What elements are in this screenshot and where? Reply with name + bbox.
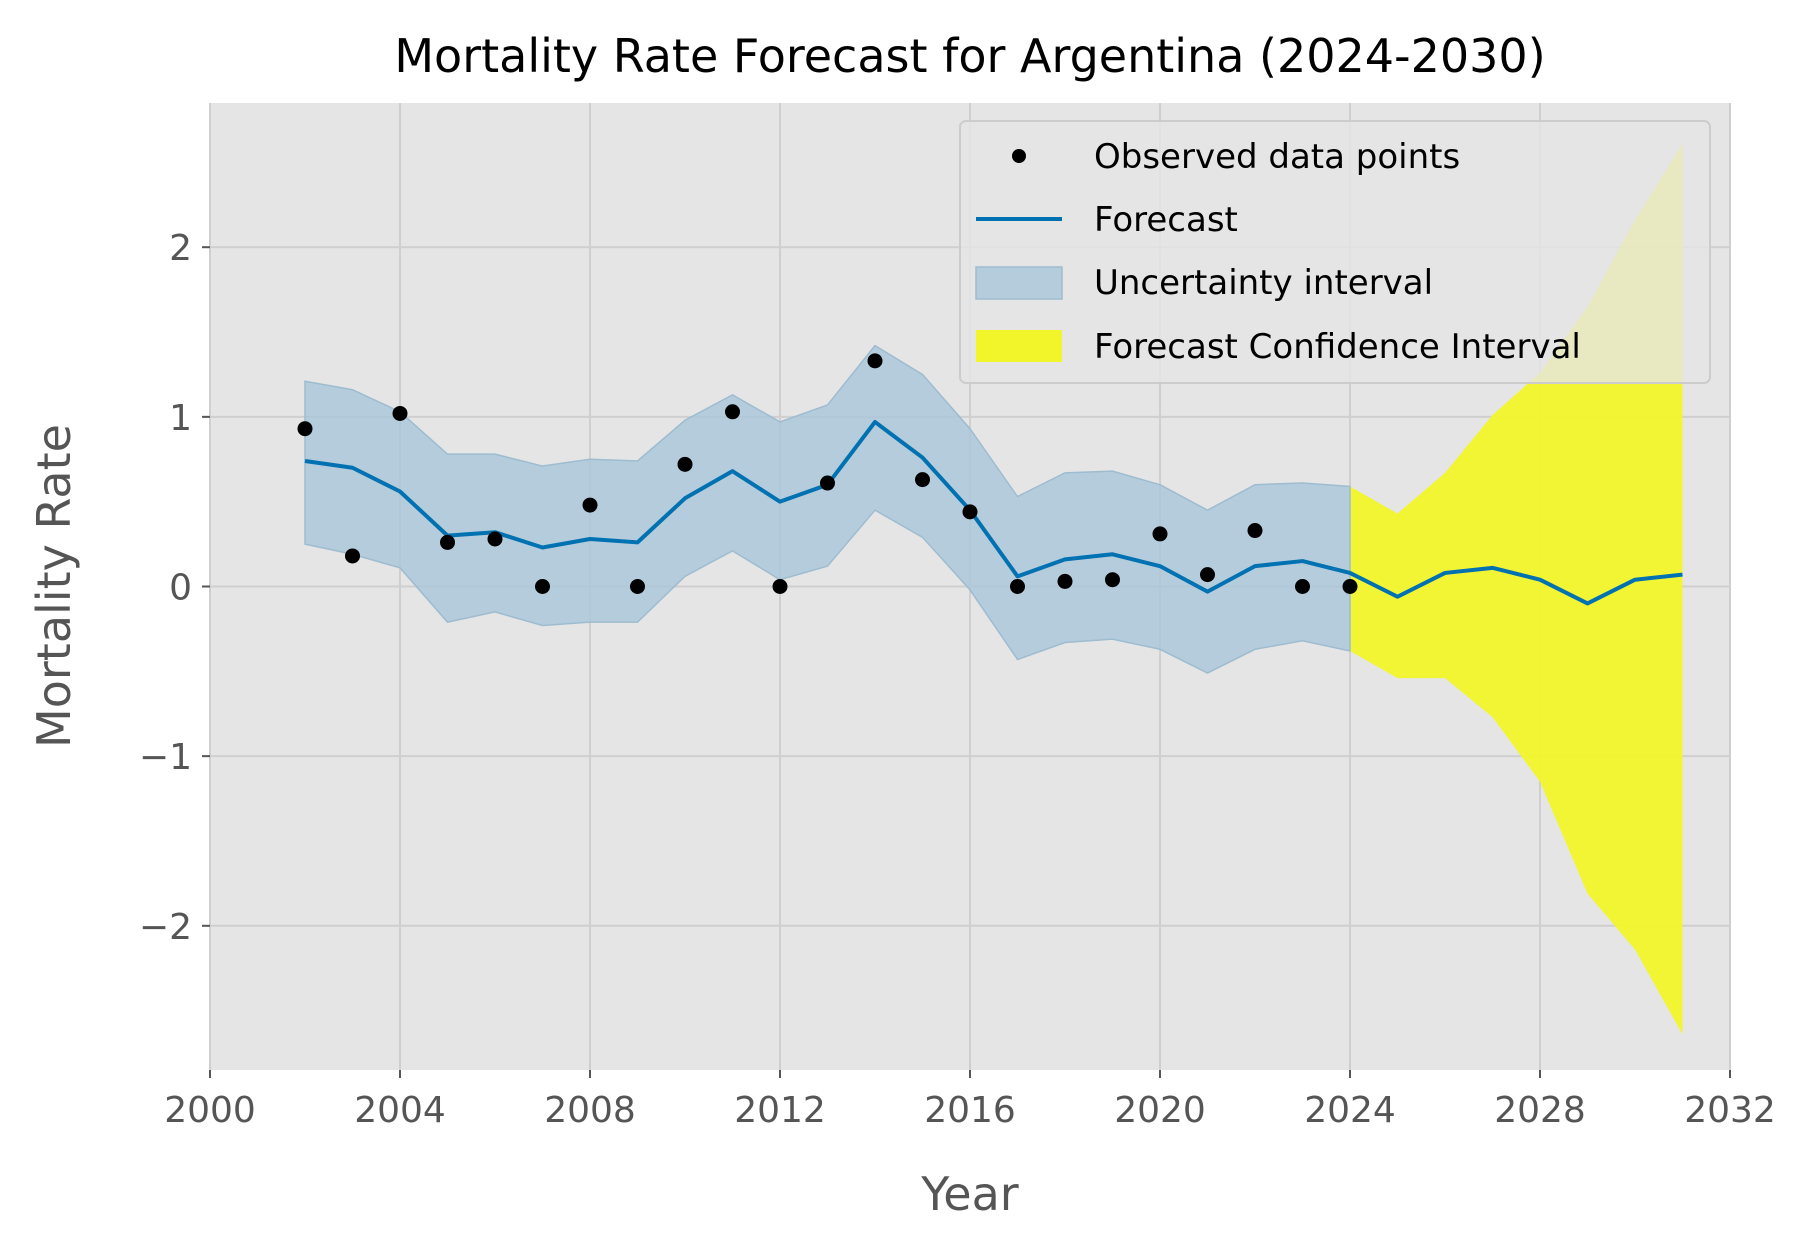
observed-point bbox=[677, 456, 693, 472]
observed-point bbox=[392, 405, 408, 421]
observed-point bbox=[1200, 567, 1215, 583]
observed-point bbox=[1247, 523, 1263, 539]
legend-forecast-ci-label: Forecast Confidence Interval bbox=[1094, 327, 1581, 367]
legend-box bbox=[959, 120, 1711, 384]
x-tick-label: 2024 bbox=[1304, 1090, 1396, 1131]
observed-point bbox=[1010, 579, 1025, 594]
observed-point bbox=[535, 579, 550, 594]
x-tick-label: 2032 bbox=[1684, 1090, 1776, 1131]
legend-uncertainty-label: Uncertainty interval bbox=[1094, 263, 1433, 303]
observed-point bbox=[1105, 572, 1120, 588]
observed-point bbox=[345, 548, 360, 564]
y-tick-label: 1 bbox=[169, 398, 192, 439]
y-axis-label: Mortality Rate bbox=[27, 424, 81, 748]
observed-point bbox=[1342, 579, 1358, 594]
legend-forecast-label: Forecast bbox=[1094, 200, 1238, 240]
observed-point bbox=[630, 579, 645, 594]
chart-title: Mortality Rate Forecast for Argentina (2… bbox=[394, 29, 1545, 83]
x-tick-label: 2008 bbox=[544, 1090, 636, 1131]
x-tick-label: 2020 bbox=[1114, 1090, 1206, 1131]
observed-point bbox=[820, 475, 835, 491]
x-axis-label: Year bbox=[920, 1167, 1018, 1221]
legend-uncertainty-swatch bbox=[975, 266, 1063, 300]
observed-point bbox=[297, 421, 313, 437]
observed-point bbox=[1152, 526, 1168, 542]
observed-point bbox=[440, 534, 455, 550]
y-tick-label: 0 bbox=[169, 568, 192, 609]
y-tick-label: −2 bbox=[139, 907, 192, 948]
legend: Observed data points Forecast Uncertaint… bbox=[959, 120, 1711, 384]
observed-point bbox=[1057, 573, 1073, 589]
uncertainty-band bbox=[304, 344, 1351, 674]
observed-point bbox=[1295, 579, 1310, 594]
observed-point bbox=[867, 353, 883, 369]
observed-point bbox=[725, 404, 740, 420]
legend-observed-label: Observed data points bbox=[1094, 137, 1460, 177]
observed-point bbox=[962, 504, 978, 520]
x-tick-label: 2016 bbox=[924, 1090, 1016, 1131]
observed-point bbox=[582, 497, 598, 513]
uncertainty-interval bbox=[304, 344, 1351, 674]
x-tick-label: 2004 bbox=[354, 1090, 446, 1131]
y-tick-label: 2 bbox=[169, 228, 192, 269]
observed-point bbox=[915, 472, 930, 488]
x-axis-ticks: 2000 2004 2008 2012 2016 2020 2024 2028 2032 bbox=[164, 1070, 1776, 1131]
legend-forecast-ci-swatch bbox=[976, 330, 1062, 362]
x-tick-label: 2000 bbox=[164, 1090, 256, 1131]
forecast-series-line bbox=[304, 419, 1683, 606]
x-tick-label: 2028 bbox=[1494, 1090, 1586, 1131]
x-tick-label: 2012 bbox=[734, 1090, 826, 1131]
legend-observed-marker bbox=[1012, 149, 1026, 163]
observed-point bbox=[772, 579, 788, 594]
y-tick-label: −1 bbox=[139, 737, 192, 778]
observed-point bbox=[487, 531, 503, 547]
observed-points bbox=[297, 353, 1358, 594]
y-axis-ticks: 2 1 0 −1 −2 bbox=[139, 228, 210, 948]
forecast-line bbox=[304, 419, 1683, 606]
